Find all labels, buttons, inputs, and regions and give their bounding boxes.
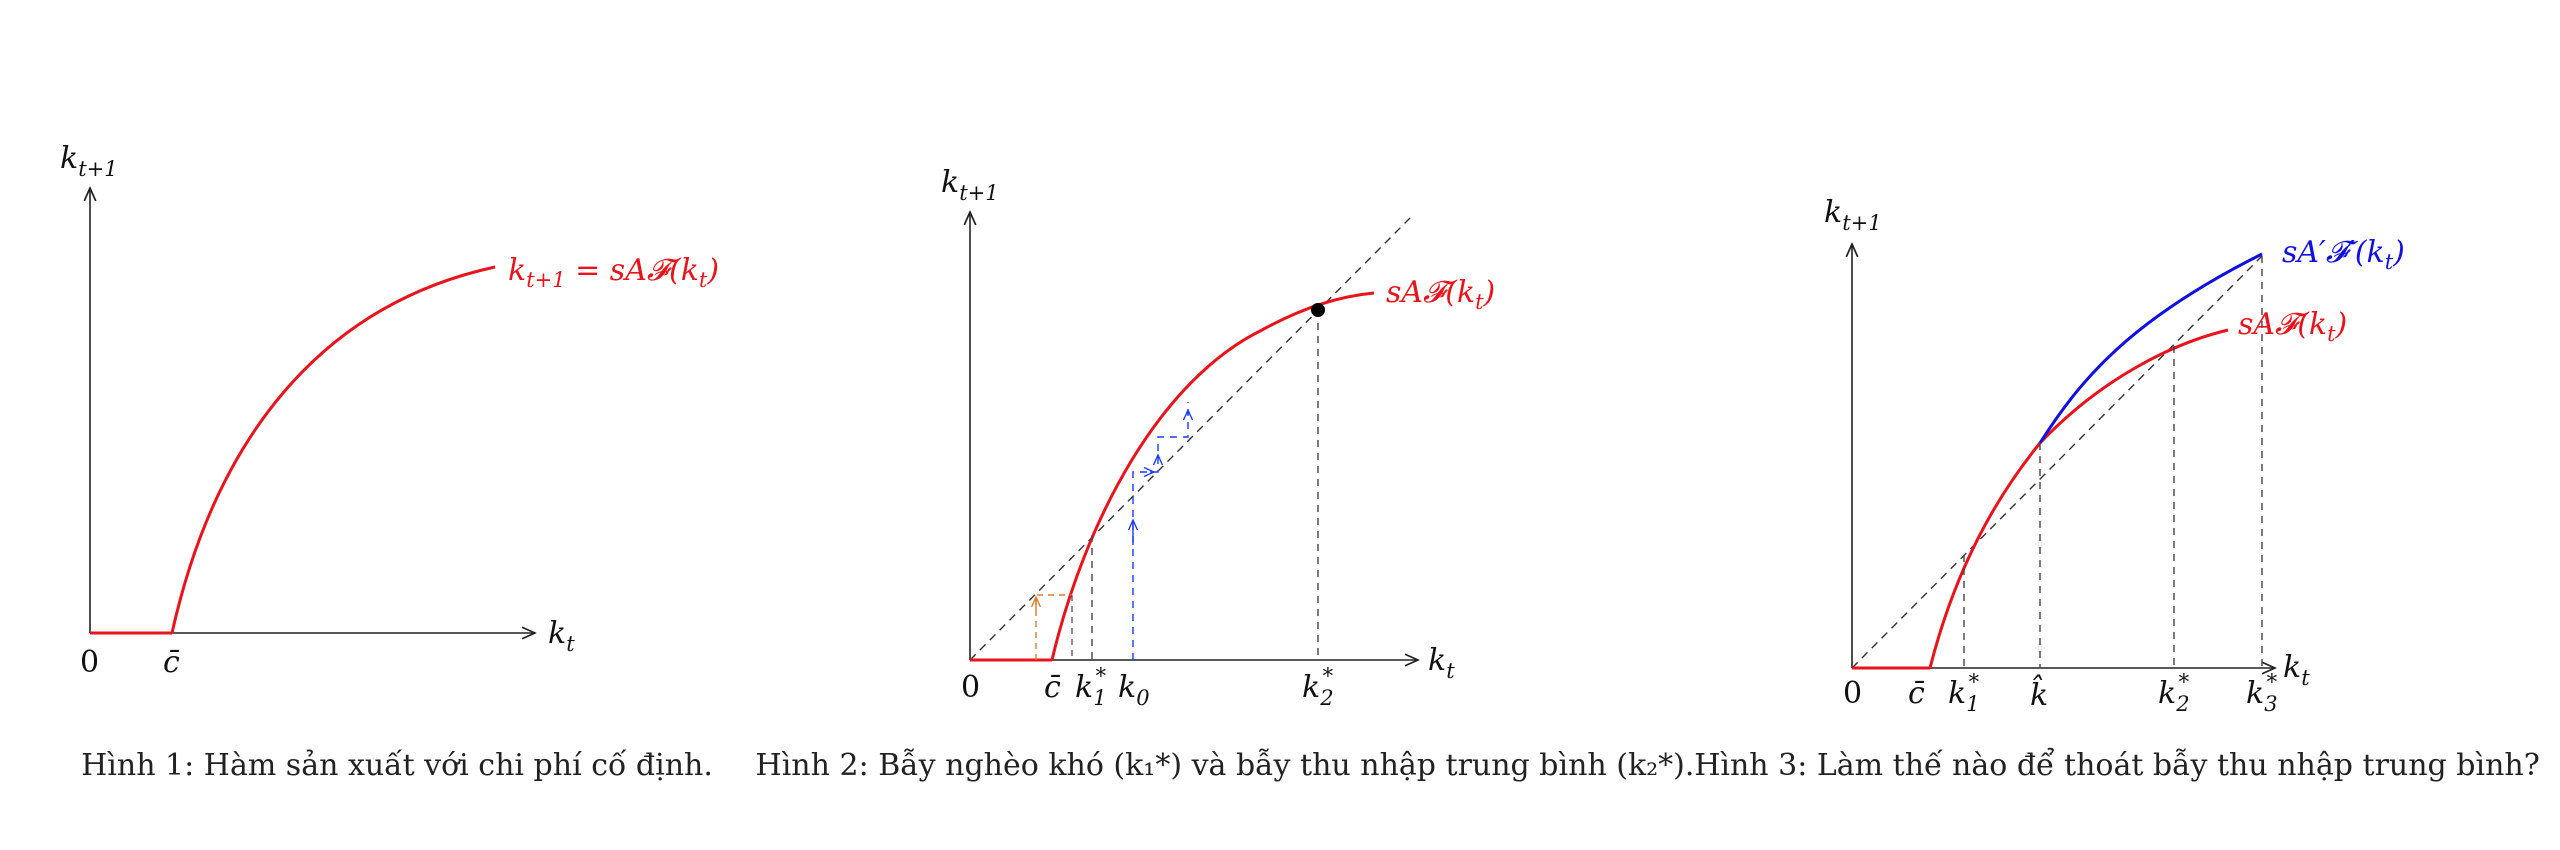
fig2-high-equilibrium-dot	[1311, 303, 1325, 317]
fig3-k2-label: k2*	[2158, 670, 2190, 716]
fig3-caption: Hình 3: Làm thế nào để thoát bẫy thu nhậ…	[1694, 747, 2540, 783]
fig2-cobweb-low	[1035, 594, 1072, 660]
fig2-x-axis-label: kt	[1428, 643, 1455, 683]
fig3-x-axis-label: kt	[2283, 650, 2310, 690]
fig2-k2-label: k2*	[1302, 664, 1334, 710]
fig2-45-degree-line	[969, 217, 1411, 661]
fig2-production-curve	[1050, 291, 1375, 661]
fig2-cbar-label: c̄	[1044, 670, 1061, 705]
fig2-cobweb-k0	[1132, 402, 1189, 660]
fig3-45-degree-line	[1851, 255, 2263, 669]
fig3-k3-label: k3*	[2246, 670, 2278, 716]
fig3-khat-label: k̂	[2030, 674, 2048, 713]
fig2-k0-label: k0	[1118, 670, 1150, 710]
fig1-caption: Hình 1: Hàm sản xuất với chi phí cố định…	[81, 748, 713, 783]
fig3-production-curve	[1928, 328, 2229, 669]
fig1-origin-label: 0	[80, 645, 99, 680]
figure-1: kt+1 kt 0 c̄ kt+1 = sA𝓕(kt) Hình 1: Hàm …	[60, 141, 719, 783]
fig2-curve-label: sA𝓕(kt)	[1386, 275, 1495, 314]
fig2-origin-label: 0	[961, 670, 980, 705]
fig1-x-axis-label: kt	[548, 616, 575, 656]
fig1-curve-label: kt+1 = sA𝓕(kt)	[508, 253, 719, 292]
fig1-y-axis-label: kt+1	[60, 141, 118, 181]
fig1-production-curve	[170, 265, 496, 634]
figure-2: kt+1 kt 0 c̄ k1* k0 k2* sA𝓕(kt) Hình 2: …	[756, 165, 1695, 783]
fig2-caption: Hình 2: Bẫy nghèo khó (k₁*) và bẫy thu n…	[756, 748, 1695, 783]
fig1-cbar-label: c̄	[163, 645, 180, 680]
fig3-k1-label: k1*	[1948, 670, 1980, 716]
fig3-curve-label: sA𝓕(kt)	[2238, 307, 2347, 346]
figure-3: kt+1 kt 0 c̄ k1* k̂ k2* k3* sA𝓕(kt) sA′𝓕…	[1694, 195, 2540, 783]
fig3-origin-label: 0	[1843, 676, 1862, 711]
fig3-cbar-label: c̄	[1908, 676, 1925, 711]
fig2-k1-label: k1*	[1075, 664, 1107, 710]
fig2-y-axis-label: kt+1	[941, 165, 999, 205]
fig3-improved-curve-label: sA′𝓕′(kt)	[2282, 235, 2405, 274]
fig3-improved-production-curve	[2038, 252, 2263, 444]
fig3-y-axis-label: kt+1	[1824, 195, 1882, 235]
